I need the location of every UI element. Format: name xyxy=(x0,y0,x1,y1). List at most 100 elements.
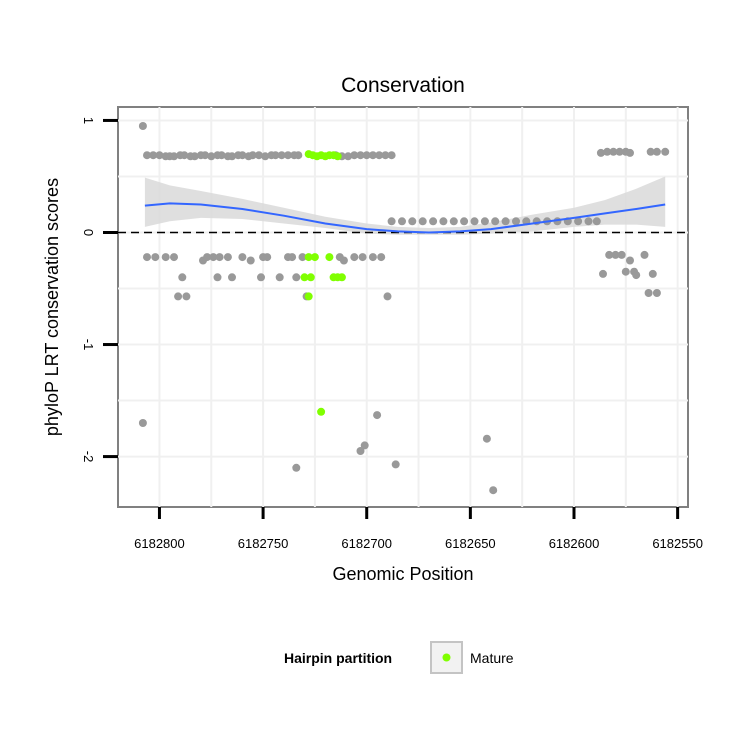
data-point-other xyxy=(460,217,469,226)
y-tick-label: -1 xyxy=(81,339,96,351)
data-point-other xyxy=(143,253,151,262)
data-point-other xyxy=(246,256,255,265)
data-point-other xyxy=(368,151,377,160)
data-point-mature xyxy=(306,273,315,282)
data-point-other xyxy=(213,273,222,282)
y-axis-title: phyloP LRT conservation scores xyxy=(42,178,62,436)
data-point-other xyxy=(170,152,178,161)
data-point-other xyxy=(480,217,489,226)
data-point-other xyxy=(603,147,612,156)
data-point-other xyxy=(391,460,400,469)
loess-line-layer xyxy=(144,202,666,234)
data-point-other xyxy=(429,217,438,226)
data-point-mature xyxy=(304,292,313,301)
data-point-other xyxy=(501,217,510,226)
data-point-other xyxy=(596,148,605,157)
data-point-other xyxy=(201,151,210,160)
data-point-other xyxy=(512,217,520,226)
data-point-other xyxy=(418,217,427,226)
legend-title: Hairpin partition xyxy=(284,650,392,666)
y-tick-label: 1 xyxy=(81,117,96,124)
x-tick-label: 6182600 xyxy=(549,536,600,551)
data-point-other xyxy=(387,151,396,160)
y-tick-label: 0 xyxy=(81,229,96,236)
data-point-other xyxy=(362,151,371,160)
data-point-other xyxy=(648,269,657,278)
data-point-other xyxy=(605,250,614,259)
data-point-other xyxy=(383,292,392,301)
data-point-mature xyxy=(310,253,319,262)
chart-title: Conservation xyxy=(341,74,465,97)
x-tick-label: 6182650 xyxy=(445,536,496,551)
data-point-mature xyxy=(304,253,313,262)
data-point-other xyxy=(611,250,620,259)
data-point-other xyxy=(261,152,270,161)
data-point-other xyxy=(155,151,164,160)
data-point-other xyxy=(482,434,491,443)
x-tick-label: 6182800 xyxy=(134,536,185,551)
data-point-other xyxy=(491,217,500,226)
data-point-other xyxy=(626,148,634,157)
data-point-other xyxy=(263,253,272,262)
x-axis: 6182800 6182750 6182700 6182650 6182600 61825… xyxy=(134,507,703,551)
data-point-other xyxy=(178,273,187,282)
data-point-other xyxy=(207,152,216,161)
data-point-other xyxy=(375,151,384,160)
data-point-other xyxy=(408,217,417,226)
data-point-other xyxy=(292,463,301,472)
data-point-other xyxy=(574,217,583,226)
data-point-other xyxy=(621,267,630,276)
legend-mature-swatch xyxy=(442,653,451,662)
data-point-other xyxy=(644,289,653,297)
data-point-other xyxy=(339,256,348,265)
data-point-other xyxy=(215,253,224,262)
data-point-other xyxy=(489,486,498,495)
plot-panel xyxy=(117,106,689,508)
data-point-other xyxy=(149,151,158,160)
data-point-other xyxy=(449,217,458,226)
data-point-other xyxy=(599,269,607,278)
data-point-other xyxy=(209,253,218,262)
data-point-other xyxy=(381,151,390,160)
legend: Hairpin partition Mature xyxy=(284,641,514,674)
data-point-other xyxy=(360,441,369,450)
y-axis: 1 0 -1 -2 xyxy=(81,117,118,462)
data-point-other xyxy=(615,147,624,156)
data-point-other xyxy=(592,217,601,226)
data-point-mature xyxy=(317,407,326,416)
data-point-other xyxy=(617,250,626,259)
data-point-other xyxy=(203,253,212,262)
data-point-other xyxy=(254,151,263,160)
data-point-other xyxy=(344,152,353,161)
data-point-other xyxy=(223,253,232,262)
data-point-other xyxy=(470,217,479,226)
data-point-other xyxy=(387,217,396,226)
data-point-other xyxy=(292,273,301,282)
data-point-other xyxy=(356,447,365,455)
data-point-other xyxy=(277,151,286,160)
data-point-other xyxy=(640,250,649,259)
data-point-other xyxy=(138,122,147,130)
data-point-mature xyxy=(333,152,342,161)
data-point-other xyxy=(174,292,183,301)
data-point-other xyxy=(228,152,236,161)
data-point-other xyxy=(298,253,307,262)
data-point-other xyxy=(238,253,247,262)
data-point-other xyxy=(248,151,257,160)
data-point-other xyxy=(398,217,406,226)
data-point-other xyxy=(294,151,303,160)
data-point-other xyxy=(151,253,160,262)
data-points-layer xyxy=(138,122,670,495)
data-point-other xyxy=(161,253,170,262)
data-point-other xyxy=(143,151,151,160)
x-axis-title: Genomic Position xyxy=(332,564,473,584)
data-point-other xyxy=(377,253,386,262)
data-point-other xyxy=(358,253,367,262)
legend-label-mature: Mature xyxy=(470,650,514,666)
x-tick-label: 6182550 xyxy=(652,536,703,551)
data-point-other xyxy=(373,411,382,420)
data-point-other xyxy=(228,273,236,282)
x-tick-label: 6182700 xyxy=(341,536,392,551)
data-point-other xyxy=(217,151,226,160)
